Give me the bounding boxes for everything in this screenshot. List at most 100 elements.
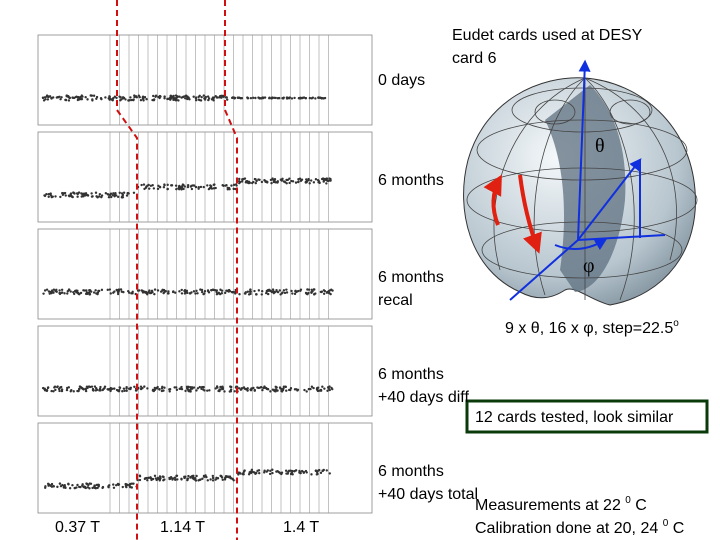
plot-dot <box>76 192 79 195</box>
plot-dot <box>280 472 283 476</box>
plot-dot <box>84 388 88 391</box>
plot-dot <box>99 385 102 389</box>
plot-dot <box>316 472 319 476</box>
plot-dot <box>112 291 115 294</box>
plot-dot <box>219 288 222 291</box>
plot-dot <box>253 389 256 392</box>
footer-sup: 0 <box>663 518 669 529</box>
plot-dot <box>304 96 307 100</box>
plot-dot <box>90 94 93 97</box>
plot-dot <box>186 183 190 187</box>
plot-dot <box>246 389 249 392</box>
plot-dot <box>90 192 93 195</box>
plot-dot <box>125 194 129 197</box>
plot-dot <box>77 95 80 99</box>
plot-dot <box>297 177 300 181</box>
plot-dot <box>50 485 54 488</box>
plot-dot <box>204 95 208 99</box>
plot-dot <box>194 185 198 189</box>
plot-dot <box>293 292 297 296</box>
plot-dot <box>47 195 50 198</box>
plot-dot <box>297 180 300 184</box>
plot-dot <box>121 97 125 100</box>
plot-dot <box>88 482 92 485</box>
plot-dot <box>228 390 231 393</box>
plot-dot <box>286 178 289 182</box>
plot-dot <box>238 177 241 181</box>
plot-dot <box>287 469 291 473</box>
plot-dot <box>124 484 128 488</box>
plot-dot <box>253 289 256 293</box>
plot-dot <box>271 471 274 475</box>
plot-dot <box>52 390 55 393</box>
plot-dot <box>50 97 53 100</box>
plot-dot <box>286 472 290 475</box>
plot-dot <box>218 292 222 296</box>
plot-dot <box>112 486 116 490</box>
plot-dot <box>275 386 278 389</box>
plot-dot <box>254 181 257 185</box>
plot-dot <box>257 469 261 472</box>
plot-dot <box>139 385 143 388</box>
plot-dot <box>195 389 198 392</box>
plot-dot <box>300 178 304 181</box>
plot-dot <box>61 193 65 197</box>
plot-dot <box>239 97 242 100</box>
plot-dot <box>196 387 200 390</box>
plot-dot <box>229 385 232 388</box>
plot-dot <box>327 179 330 183</box>
plot-dot <box>283 291 287 295</box>
plot-dot <box>269 469 272 473</box>
plot-dot <box>308 96 312 100</box>
plot-dot <box>185 387 189 390</box>
plot-dot <box>143 477 147 481</box>
plot-dot <box>138 474 142 477</box>
header-line: Eudet cards used at DESY <box>452 27 643 44</box>
plot-dot <box>254 471 258 474</box>
plot-dot <box>287 97 291 100</box>
plot-dot <box>140 289 144 292</box>
plot-dot <box>215 477 218 480</box>
plot-dot <box>148 187 151 190</box>
plot-dot <box>206 184 209 187</box>
plot-dot <box>306 293 309 296</box>
plot-dot <box>250 468 254 471</box>
plot-dot <box>215 385 219 388</box>
plot-dot <box>119 96 122 99</box>
plot-dot <box>316 386 320 389</box>
plot-dot <box>225 96 228 99</box>
plot-dot <box>177 99 180 102</box>
plot-dot <box>53 385 57 388</box>
plot-dot <box>207 97 211 100</box>
plot-dot <box>58 482 62 485</box>
plot-dot <box>329 179 332 182</box>
plot-dot <box>90 195 94 198</box>
plot-dot <box>305 181 308 184</box>
plot-dot <box>140 183 143 187</box>
plot-dot <box>225 289 228 292</box>
plot-dot <box>317 469 320 472</box>
plot-dot <box>45 193 48 196</box>
plot-dot <box>275 470 278 473</box>
plot-dot <box>290 471 294 475</box>
plot-dot <box>121 390 124 393</box>
plot-dot <box>314 178 318 181</box>
plot-dot <box>323 289 327 293</box>
plot-dot <box>307 288 311 291</box>
plot-dot <box>125 387 128 390</box>
plot-dot <box>69 290 72 293</box>
plot-dot <box>254 293 258 296</box>
plot-dot <box>188 98 191 101</box>
plot-dot <box>299 288 303 291</box>
plot-dot <box>91 98 94 101</box>
plot-dot <box>207 291 211 294</box>
plot-dot <box>68 487 72 490</box>
plot-dot <box>77 389 80 393</box>
plot-dot <box>146 479 149 482</box>
plot-dot <box>180 288 183 292</box>
plot-dot <box>169 94 173 98</box>
plot-dot <box>49 192 52 195</box>
plot-dot <box>180 477 183 481</box>
plot-dot <box>173 386 176 389</box>
plot-dot <box>83 289 87 292</box>
